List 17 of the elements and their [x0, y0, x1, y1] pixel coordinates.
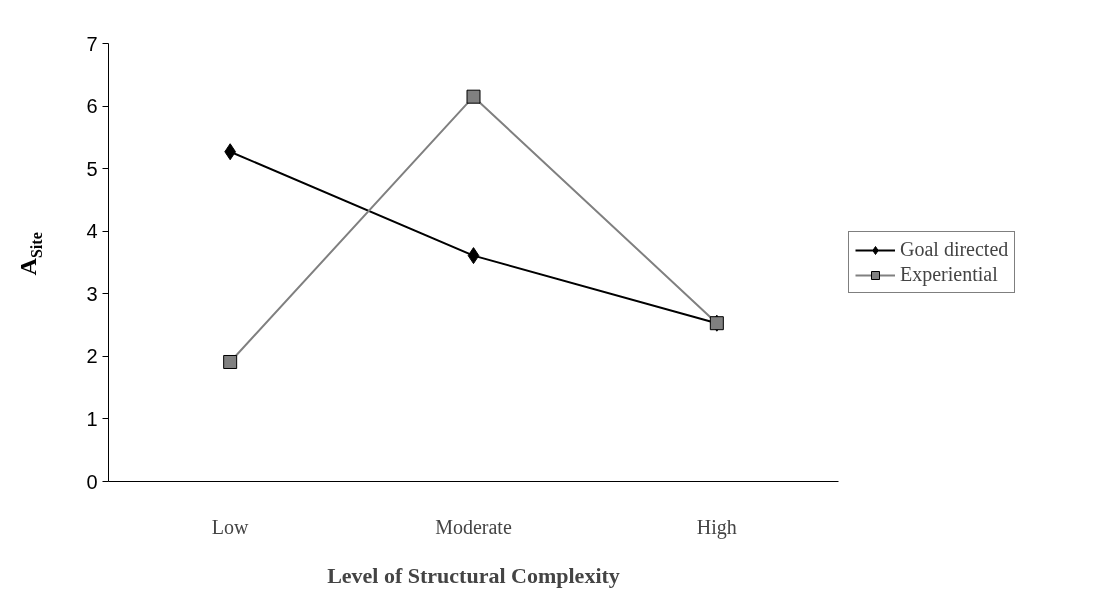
x-tick-label: Low [211, 515, 250, 538]
y-tick-label: 1 [86, 407, 98, 430]
y-tick-label: 6 [86, 95, 98, 118]
point [223, 354, 238, 369]
y-tick-label: 7 [86, 32, 98, 55]
x-tick-label: Moderate [435, 515, 512, 538]
y-tick-label: 2 [86, 345, 98, 368]
y-tick-label: 4 [86, 220, 98, 243]
legend-label: Experiential [900, 263, 998, 286]
y-tick-label: 5 [86, 157, 98, 180]
legend-label: Goal directed [900, 238, 1009, 261]
point [466, 89, 481, 104]
x-tick-label: High [696, 515, 737, 539]
y-tick-label: 0 [86, 470, 98, 493]
x-axis-title: Level of Structural Complexity [327, 562, 620, 588]
y-tick-label: 3 [86, 282, 98, 305]
point [467, 247, 480, 265]
